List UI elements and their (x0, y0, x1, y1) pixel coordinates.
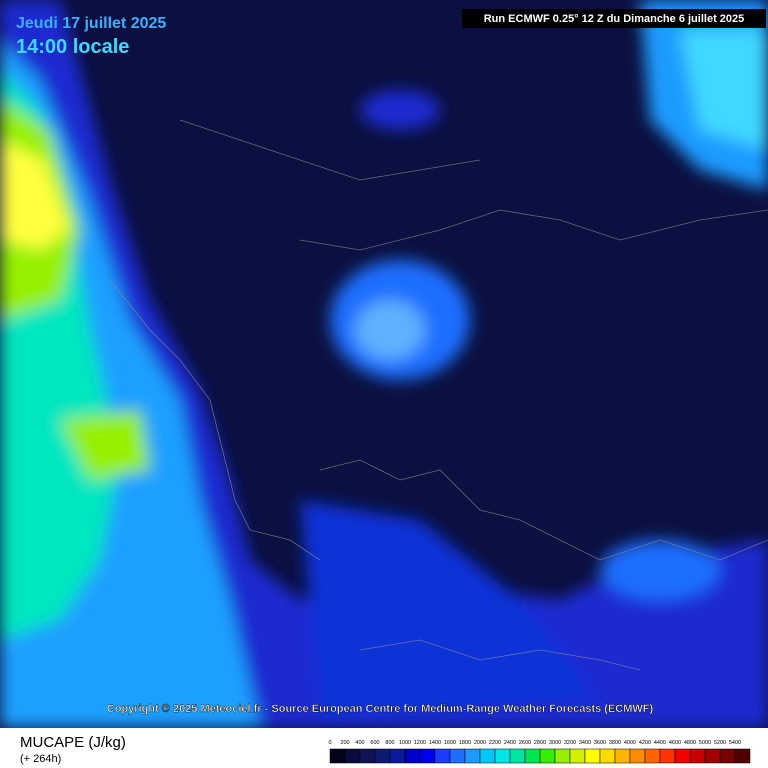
legend-tick-label: 1200 (414, 740, 426, 746)
legend-tick-label: 1800 (459, 740, 471, 746)
legend-swatch (539, 748, 556, 764)
legend-swatch (704, 748, 721, 764)
legend-tick-label: 2800 (534, 740, 546, 746)
legend-swatch (584, 748, 601, 764)
legend-tick-label: 600 (370, 740, 379, 746)
cape-areas (0, 0, 768, 728)
legend-swatch (449, 748, 466, 764)
legend-swatch (359, 748, 376, 764)
legend-tick-label: 5400 (729, 740, 741, 746)
legend-swatch (659, 748, 676, 764)
legend-tick-label: 0 (328, 740, 331, 746)
color-legend: 0 200 400 600 800 1000 1200 1400 1600 1800 2000 220… (328, 740, 751, 764)
legend-tick-label: 1400 (429, 740, 441, 746)
legend-swatch (479, 748, 496, 764)
legend-swatch (374, 748, 391, 764)
legend-tick-label: 1000 (399, 740, 411, 746)
legend-tick-label: 2000 (474, 740, 486, 746)
legend-swatch (599, 748, 616, 764)
legend-swatch (329, 748, 346, 764)
legend-swatch (419, 748, 436, 764)
legend-swatch (644, 748, 661, 764)
legend-swatch (629, 748, 646, 764)
legend-tick-label: 1600 (444, 740, 456, 746)
legend-swatch (404, 748, 421, 764)
legend-tick-label: 2400 (504, 740, 516, 746)
legend-swatch (554, 748, 571, 764)
legend-swatch (524, 748, 541, 764)
legend-tick-label: 4600 (669, 740, 681, 746)
map-field (0, 0, 768, 728)
legend-swatch (344, 748, 361, 764)
legend-tick-label: 4800 (684, 740, 696, 746)
legend-tick-label: 5200 (714, 740, 726, 746)
legend-tick-label: 3600 (594, 740, 606, 746)
legend-tick-label: 4400 (654, 740, 666, 746)
legend-swatch (734, 748, 751, 764)
legend-tick-label: 2600 (519, 740, 531, 746)
run-box (462, 9, 766, 28)
legend-tick-label: 4000 (624, 740, 636, 746)
legend-swatch (464, 748, 481, 764)
copyright: Copyright © 2025 Meteociel.fr - Source E… (107, 703, 654, 715)
legend-tick-label: 200 (340, 740, 349, 746)
legend-swatch (494, 748, 511, 764)
legend-tick-label: 3800 (609, 740, 621, 746)
parameter-label: MUCAPE (J/kg) (20, 734, 126, 751)
legend-swatch (434, 748, 451, 764)
legend-swatch (509, 748, 526, 764)
legend-tick-label: 3400 (579, 740, 591, 746)
lead-label: (+ 264h) (20, 753, 61, 765)
legend-tick-label: 5000 (699, 740, 711, 746)
legend-tick-label: 800 (385, 740, 394, 746)
legend-swatch (569, 748, 586, 764)
run-label: Run ECMWF 0.25° 12 Z du Dimanche 6 juill… (484, 13, 745, 25)
legend-swatch (689, 748, 706, 764)
legend-swatch (614, 748, 631, 764)
legend-swatch (719, 748, 736, 764)
legend-tick-label: 400 (355, 740, 364, 746)
legend-tick-label: 4200 (639, 740, 651, 746)
legend-tick-label: 2200 (489, 740, 501, 746)
legend-tick-label: 3000 (549, 740, 561, 746)
coastlines (109, 119, 768, 671)
legend-tick-label: 3200 (564, 740, 576, 746)
legend-swatch (389, 748, 406, 764)
legend-swatch (674, 748, 691, 764)
time-label: 14:00 locale (16, 36, 129, 58)
date-label: Jeudi 17 juillet 2025 (16, 15, 166, 32)
